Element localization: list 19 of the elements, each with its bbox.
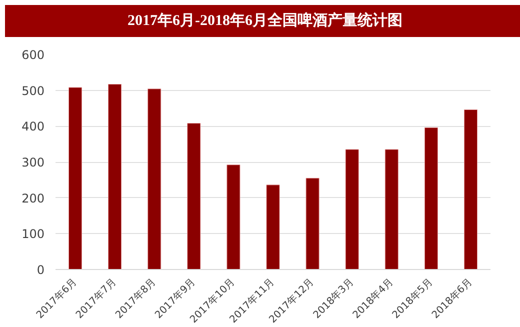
bar [266, 184, 280, 270]
bar [148, 88, 162, 270]
bar [187, 123, 201, 270]
bar [108, 84, 122, 270]
y-tick-label: 400 [22, 120, 44, 134]
bar [424, 127, 438, 270]
y-tick-label: 200 [22, 191, 44, 206]
bar [226, 164, 240, 270]
bar [306, 178, 320, 270]
y-tick-label: 0 [36, 263, 45, 277]
chart-title: 2017年6月-2018年6月全国啤酒产量统计图 [128, 11, 402, 31]
bar [384, 149, 398, 270]
y-tick-label: 600 [22, 48, 44, 62]
y-tick-label: 100 [22, 227, 44, 242]
y-tick-label: 300 [22, 156, 44, 170]
bar [464, 109, 478, 270]
y-tick-label: 500 [22, 84, 44, 98]
bar [345, 149, 359, 270]
bar [68, 87, 82, 270]
